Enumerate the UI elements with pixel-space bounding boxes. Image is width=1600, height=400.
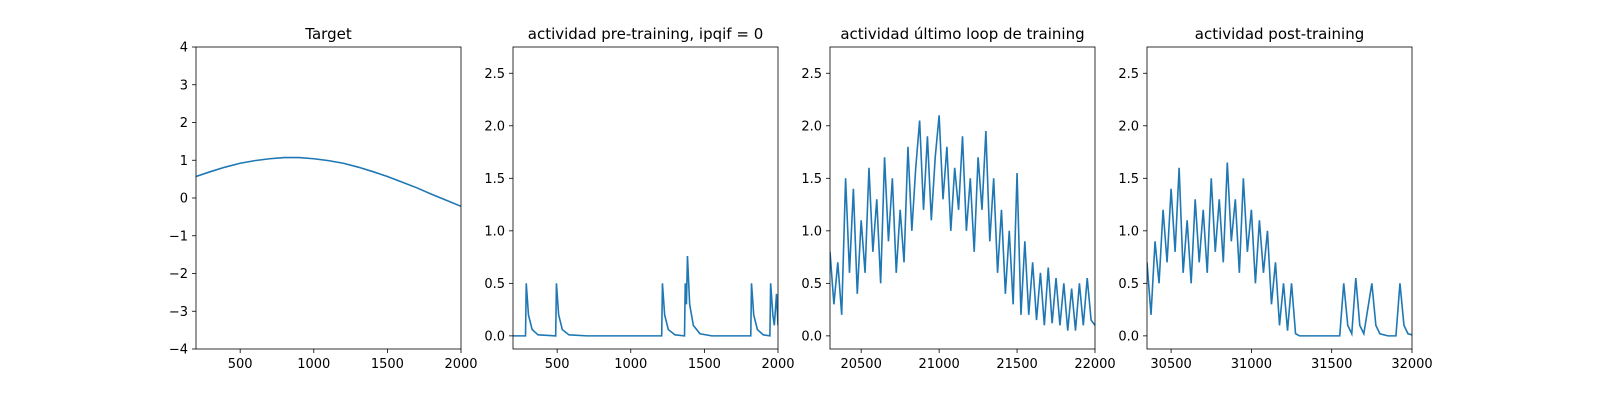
panel-title: actividad pre-training, ipqif = 0 <box>528 25 764 43</box>
data-line <box>196 156 461 208</box>
x-tick-label: 20500 <box>840 357 881 372</box>
y-tick-label: 2.0 <box>801 119 822 134</box>
y-tick-label: 0.0 <box>484 329 505 344</box>
x-tick-label: 500 <box>545 357 570 372</box>
x-tick-label: 1000 <box>297 357 330 372</box>
y-tick-label: −2 <box>169 267 188 282</box>
y-tick-label: 3 <box>180 78 188 93</box>
y-tick-label: −4 <box>169 343 188 358</box>
panel-title: Target <box>304 25 352 43</box>
x-tick-label: 1500 <box>371 357 404 372</box>
y-tick-label: −1 <box>169 229 188 244</box>
y-tick-label: 0.0 <box>801 329 822 344</box>
y-tick-label: 2.0 <box>484 119 505 134</box>
y-tick-label: 2 <box>180 116 188 131</box>
x-tick-label: 500 <box>228 357 253 372</box>
x-tick-label: 1000 <box>614 357 647 372</box>
x-tick-label: 31000 <box>1231 357 1272 372</box>
y-tick-label: 0.5 <box>1118 277 1139 292</box>
y-tick-label: 2.5 <box>801 67 822 82</box>
y-tick-label: 2.5 <box>1118 67 1139 82</box>
y-tick-label: 2.0 <box>1118 119 1139 134</box>
y-tick-label: 0 <box>180 192 188 207</box>
axes-frame <box>512 46 779 350</box>
panel-title: actividad post-training <box>1195 25 1364 43</box>
x-tick-label: 1500 <box>688 357 721 372</box>
x-tick-label: 22000 <box>1074 357 1115 372</box>
y-tick-label: 0.0 <box>1118 329 1139 344</box>
y-tick-label: 1 <box>180 154 188 169</box>
y-tick-label: 1.0 <box>801 224 822 239</box>
axes-frame <box>1146 46 1413 350</box>
x-tick-label: 2000 <box>444 357 477 372</box>
y-tick-label: 0.5 <box>801 277 822 292</box>
y-tick-label: −3 <box>169 305 188 320</box>
x-tick-label: 31500 <box>1311 357 1352 372</box>
panel-title: actividad último loop de training <box>840 25 1084 43</box>
axes-frame <box>195 46 462 350</box>
x-tick-label: 32000 <box>1391 357 1432 372</box>
data-line <box>1147 162 1412 337</box>
y-tick-label: 1.5 <box>1118 172 1139 187</box>
x-tick-label: 2000 <box>761 357 794 372</box>
x-tick-label: 21500 <box>996 357 1037 372</box>
y-tick-label: 1.5 <box>801 172 822 187</box>
y-tick-label: 1.5 <box>484 172 505 187</box>
axes-frame <box>829 46 1096 350</box>
x-tick-label: 21000 <box>918 357 959 372</box>
y-tick-label: 4 <box>180 41 188 56</box>
x-tick-label: 30500 <box>1150 357 1191 372</box>
y-tick-label: 1.0 <box>484 224 505 239</box>
data-line <box>513 256 778 337</box>
y-tick-label: 2.5 <box>484 67 505 82</box>
y-tick-label: 1.0 <box>1118 224 1139 239</box>
y-tick-label: 0.5 <box>484 277 505 292</box>
data-line <box>830 115 1095 331</box>
